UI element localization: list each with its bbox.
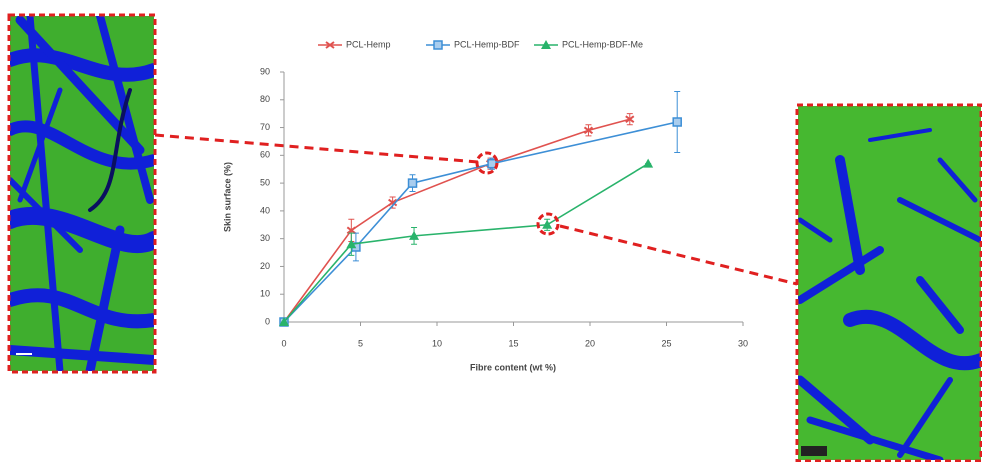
connector [560,226,797,284]
figure: Skin surface (%) Fibre content (wt %) 0 1… [0,0,982,462]
y-tick-label: 70 [260,122,270,132]
y-tick-label: 60 [260,150,270,160]
x-tick-label: 25 [661,338,671,348]
series-line [284,164,648,322]
plot: 0 10 20 30 40 50 60 70 80 90 0 5 10 15 20 25 30 [260,66,748,348]
y-tick-label: 90 [260,66,270,76]
y-tick-label: 30 [260,233,270,243]
legend-label: PCL-Hemp [346,39,391,49]
x-tick-label: 30 [738,338,748,348]
marker [673,118,681,126]
marker [434,41,442,49]
y-tick-label: 50 [260,177,270,187]
series [280,114,634,325]
y-tick-label: 10 [260,289,270,299]
y-axis-label: Skin surface (%) [222,162,232,232]
x-tick-label: 10 [432,338,442,348]
x-tick-label: 5 [358,338,363,348]
series [280,91,681,326]
series [279,159,653,326]
x-tick-label: 0 [281,338,286,348]
y-tick-label: 0 [265,316,270,326]
marker [409,179,417,187]
legend-label: PCL-Hemp-BDF [454,39,520,49]
micrograph-left [10,16,154,371]
y-tick-label: 80 [260,94,270,104]
x-axis-label: Fibre content (wt %) [470,362,556,372]
x-tick-label: 15 [508,338,518,348]
micrograph-right [798,106,981,460]
y-tick-label: 40 [260,205,270,215]
legend: PCL-Hemp PCL-Hemp-BDF PCL-Hemp-BDF-Me [318,39,643,49]
legend-label: PCL-Hemp-BDF-Me [562,39,643,49]
x-tick-label: 20 [585,338,595,348]
y-tick-label: 20 [260,261,270,271]
marker [643,159,653,168]
connector [155,135,478,162]
